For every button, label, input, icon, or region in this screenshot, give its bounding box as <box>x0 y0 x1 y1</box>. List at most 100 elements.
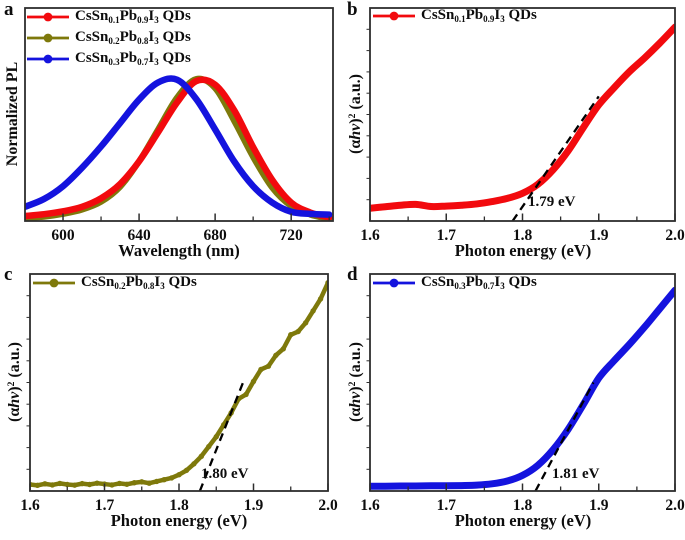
text-segment: Pb <box>119 49 138 66</box>
text-segment: Pb <box>465 273 484 290</box>
text-segment: I <box>148 28 155 45</box>
legend-panel-d: CsSn0.3Pb0.7I3 QDs <box>372 272 537 293</box>
data-point <box>310 308 316 314</box>
series-CsSn0.1Pb0.9I3-tauc <box>370 23 675 212</box>
legend-line-marker-icon <box>33 278 75 287</box>
data-point <box>280 346 286 352</box>
text-segment: QDs <box>158 28 191 45</box>
panel-letter-d: d <box>347 264 358 285</box>
text-segment: CsSn <box>81 273 115 290</box>
legend-label: CsSn0.1Pb0.9I3 QDs <box>421 7 537 24</box>
plot-frame <box>24 7 334 222</box>
legend-label: CsSn0.1Pb0.9I3 QDs <box>75 8 191 25</box>
text-segment: QDs <box>504 273 537 290</box>
subscript-text: 0.1 <box>454 14 466 25</box>
x-tick-label: 1.6 <box>360 227 380 244</box>
text-segment: CsSn <box>75 49 109 66</box>
data-point <box>57 480 63 487</box>
text-segment: Normalized PL <box>4 61 21 167</box>
legend-entry: CsSn0.2Pb0.8I3 QDs <box>26 27 191 48</box>
y-axis-label-d: (αhν)2 (a.u.) <box>343 272 364 492</box>
text-segment: Pb <box>119 28 138 45</box>
x-axis-label-b: Photon energy (eV) <box>454 241 592 260</box>
x-tick-label: 1.8 <box>513 227 533 244</box>
text-segment: I <box>148 49 155 66</box>
x-tick-label: 1.7 <box>437 227 457 244</box>
x-axis-label-c: Photon energy (eV) <box>110 511 248 530</box>
x-tick-label: 680 <box>203 227 227 244</box>
text-segment: (a.u.) <box>5 342 23 382</box>
legend-line-marker-icon <box>373 11 415 20</box>
text-segment: ) <box>346 386 364 392</box>
x-tick-label: 600 <box>51 227 75 244</box>
text-segment: QDs <box>164 273 197 290</box>
tauc-extrapolation-line <box>511 95 600 221</box>
subscript-text: 0.7 <box>137 57 149 68</box>
panel-letter-b: b <box>347 0 358 20</box>
data-point <box>131 480 137 486</box>
legend-entry: CsSn0.1Pb0.9I3 QDs <box>26 6 191 27</box>
legend-line-marker-icon <box>27 33 69 42</box>
x-tick-label: 1.9 <box>244 497 264 514</box>
text-segment: CsSn <box>421 273 455 290</box>
x-tick-label: 1.8 <box>169 497 189 514</box>
subscript-text: 0.2 <box>108 36 120 47</box>
x-tick-label: 1.9 <box>589 227 609 244</box>
legend-label: CsSn0.2Pb0.8I3 QDs <box>81 274 197 291</box>
x-tick-label: 1.7 <box>95 497 115 514</box>
data-point <box>72 482 78 488</box>
data-point <box>295 328 301 335</box>
subscript-text: 0.1 <box>108 15 120 26</box>
data-point <box>94 480 100 486</box>
subscript-text: 3 <box>500 14 505 25</box>
plot-frame <box>369 273 676 492</box>
data-point <box>79 480 85 487</box>
legend-entry: CsSn0.3Pb0.7I3 QDs <box>372 272 537 293</box>
x-tick-label: 640 <box>127 227 151 244</box>
text-segment: hν <box>346 123 364 140</box>
data-point <box>34 482 41 489</box>
bandgap-annotation-b: 1.79 eV <box>528 194 576 210</box>
subscript-text: 0.8 <box>143 281 155 292</box>
legend-line-marker-icon <box>27 12 69 21</box>
x-tick-label: 1.7 <box>437 497 457 514</box>
panel-a-plot: 600 640 680 720 <box>24 7 334 244</box>
data-point <box>288 332 294 338</box>
series-CsSn0.3Pb0.7I3-tauc <box>370 286 675 490</box>
data-point <box>273 352 279 359</box>
data-point <box>64 481 70 488</box>
x-tick-label: 1.6 <box>360 497 380 514</box>
subscript-text: 3 <box>154 57 159 68</box>
data-point <box>49 482 56 488</box>
subscript-text: 0.2 <box>114 281 126 292</box>
x-tick-label: 1.9 <box>589 497 609 514</box>
y-axis-label-c: (αhν)2 (a.u.) <box>2 272 23 492</box>
panel-letter-c: c <box>4 264 13 285</box>
x-tick-label: 2.0 <box>318 497 338 514</box>
subscript-text: 0.9 <box>483 14 495 25</box>
data-point <box>86 481 93 488</box>
text-segment: Pb <box>465 6 484 23</box>
data-point <box>183 467 190 474</box>
subscript-text: 3 <box>500 281 505 292</box>
x-tick-label: 720 <box>280 227 304 244</box>
text-segment: Pb <box>125 273 144 290</box>
bandgap-annotation-c: 1.80 eV <box>201 466 249 482</box>
text-segment: hν <box>346 391 364 408</box>
data-point <box>250 378 257 385</box>
tauc-extrapolation-line <box>534 381 595 491</box>
data-point <box>139 479 145 485</box>
y-axis-label-a: Normalized PL <box>3 4 23 224</box>
text-segment: CsSn <box>75 28 109 45</box>
legend-label: CsSn0.2Pb0.8I3 QDs <box>75 29 191 46</box>
data-point <box>124 481 130 487</box>
superscript-text: 2 <box>6 381 17 387</box>
data-point <box>198 453 205 459</box>
superscript-text: 2 <box>347 113 358 119</box>
legend-entry: CsSn0.2Pb0.8I3 QDs <box>32 272 197 293</box>
x-axis-label-d: Photon energy (eV) <box>454 511 592 530</box>
data-point <box>265 363 272 369</box>
legend-panel-b: CsSn0.1Pb0.9I3 QDs <box>372 5 537 26</box>
plot-frame <box>369 7 676 222</box>
